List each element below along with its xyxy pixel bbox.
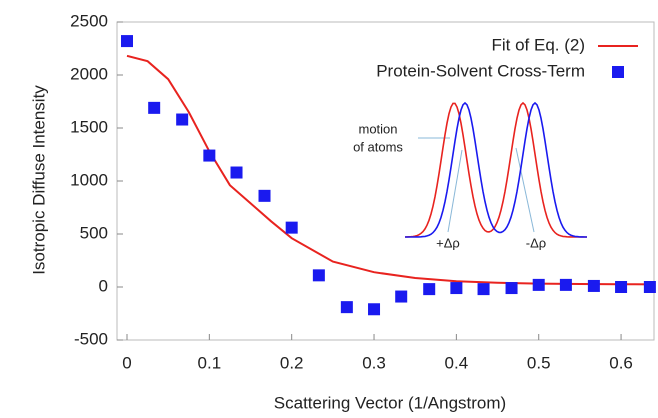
leader-line	[515, 147, 535, 233]
annotation: +Δρ	[436, 235, 460, 250]
y-tick-label: 1000	[70, 170, 108, 189]
y-tick-label: 1500	[70, 117, 108, 136]
data-point	[203, 149, 216, 162]
data-point	[505, 282, 518, 295]
data-point	[340, 301, 353, 314]
data-point	[285, 221, 298, 234]
data-point	[423, 283, 436, 296]
data-point	[395, 290, 408, 303]
y-tick-label: 500	[80, 223, 108, 242]
x-tick-label: 0.4	[445, 353, 469, 372]
annotation: motion	[358, 121, 397, 136]
x-tick-label: 0.6	[609, 353, 633, 372]
annotation: of atoms	[353, 139, 403, 154]
x-tick-label: 0	[122, 353, 131, 372]
data-point	[477, 283, 490, 296]
inset-diagram	[404, 101, 587, 238]
fit-line	[126, 54, 655, 286]
legend-swatch	[612, 66, 624, 78]
leader-line	[447, 149, 463, 233]
inset-curve	[404, 101, 587, 238]
x-axis-label: Scattering Vector (1/Angstrom)	[274, 393, 506, 412]
y-tick-label: -500	[74, 329, 108, 348]
data-point	[587, 279, 600, 292]
x-tick-label: 0.1	[198, 353, 222, 372]
y-axis-label: Isotropic Diffuse Intensity	[29, 85, 48, 275]
data-point	[230, 166, 243, 179]
inset-curve	[405, 101, 587, 238]
data-point	[615, 281, 628, 293]
data-point	[121, 35, 133, 48]
y-tick-label: 2000	[70, 64, 108, 83]
data-point	[532, 278, 545, 291]
x-tick-label: 0.5	[527, 353, 551, 372]
x-tick-label: 0.2	[280, 353, 304, 372]
data-point	[312, 269, 325, 282]
legend-label: Fit of Eq. (2)	[491, 35, 585, 54]
x-tick-label: 0.3	[362, 353, 386, 372]
annotation: -Δρ	[526, 235, 546, 250]
data-point	[176, 113, 189, 126]
data-point	[643, 281, 656, 293]
data-point	[148, 101, 161, 114]
data-point	[368, 303, 381, 316]
data-point	[559, 278, 572, 291]
y-tick-label: 2500	[70, 11, 108, 30]
y-tick-label: 0	[99, 276, 108, 295]
data-point	[258, 189, 271, 202]
data-point	[450, 282, 463, 295]
legend-label: Protein-Solvent Cross-Term	[376, 61, 585, 80]
